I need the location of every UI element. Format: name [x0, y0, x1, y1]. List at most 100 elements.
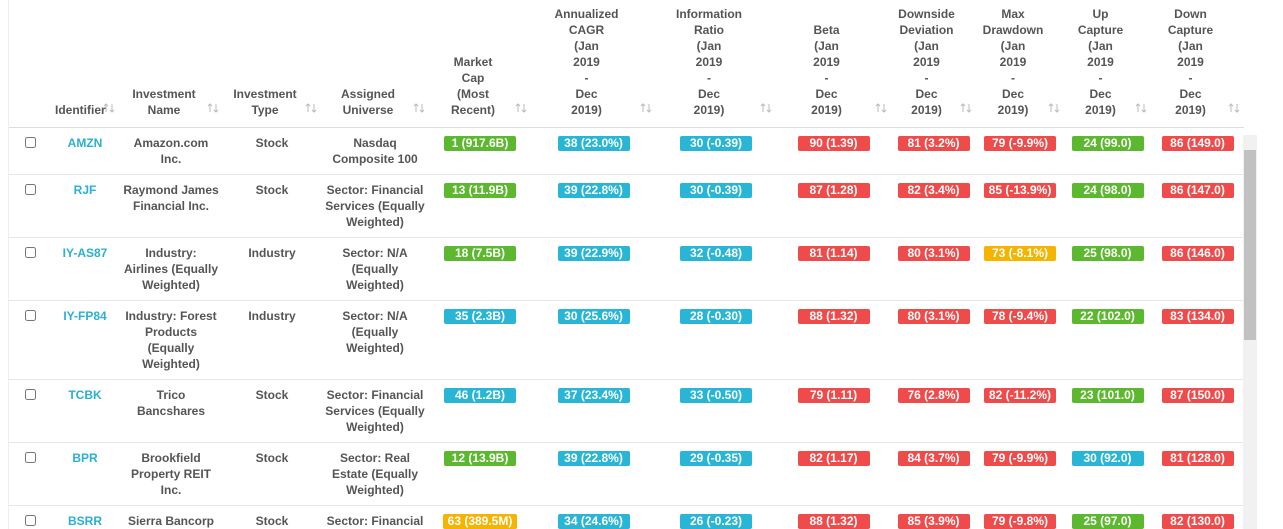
column-header[interactable]: Down Capture (Jan 2019 - Dec 2019) — [1151, 0, 1244, 128]
investment-type: Industry — [223, 237, 321, 301]
sort-button[interactable] — [960, 101, 972, 117]
column-header[interactable]: Max Drawdown (Jan 2019 - Dec 2019) — [976, 0, 1064, 128]
score-badge: 39 (22.9%) — [557, 246, 630, 261]
identifier-link[interactable]: IY-AS87 — [51, 237, 119, 301]
score-cell: 63 (389.5M) — [429, 505, 531, 529]
score-cell: 88 (1.32) — [776, 505, 891, 529]
score-cell: 73 (-8.1%) — [976, 237, 1064, 301]
table-row: IY-FP84 Industry: Forest Products (Equall… — [9, 300, 1244, 380]
sort-button[interactable] — [515, 101, 527, 117]
score-cell: 82 (3.4%) — [891, 174, 976, 238]
score-cell: 35 (2.3B) — [429, 300, 531, 380]
sort-icon[interactable] — [413, 103, 425, 113]
row-checkbox[interactable] — [24, 310, 36, 321]
score-badge: 73 (-8.1%) — [984, 246, 1056, 261]
score-cell: 85 (-13.9%) — [976, 174, 1064, 238]
identifier-link[interactable]: AMZN — [51, 127, 119, 175]
score-cell: 82 (130.0) — [1151, 505, 1244, 529]
score-cell: 33 (-0.50) — [656, 379, 776, 443]
header-line: Dec — [915, 87, 938, 101]
sort-button[interactable] — [1135, 101, 1147, 117]
header-line: - — [1098, 71, 1103, 85]
investment-name: Amazon.com Inc. — [119, 127, 223, 175]
sort-button[interactable] — [640, 101, 652, 117]
column-header[interactable]: Annualized CAGR (Jan 2019 - Dec 2019) — [531, 0, 656, 128]
row-checkbox[interactable] — [24, 247, 36, 258]
score-badge: 38 (23.0%) — [557, 136, 630, 151]
sort-button[interactable] — [207, 101, 219, 117]
header-line: Cap — [461, 71, 485, 85]
score-badge: 82 (1.17) — [797, 451, 870, 466]
score-cell: 32 (-0.48) — [656, 237, 776, 301]
header-line: Ratio — [694, 23, 724, 37]
sort-button[interactable] — [760, 101, 772, 117]
identifier-link[interactable]: BPR — [51, 442, 119, 506]
header-line: Dec — [1001, 87, 1024, 101]
identifier-link[interactable]: IY-FP84 — [51, 300, 119, 380]
header-line: Dec — [815, 87, 838, 101]
header-line: 2019 — [999, 55, 1027, 69]
sort-icon[interactable] — [960, 103, 972, 113]
sort-icon[interactable] — [875, 103, 887, 113]
sort-icon[interactable] — [640, 103, 652, 113]
header-line: Dec — [1089, 87, 1112, 101]
select-header — [9, 0, 51, 128]
column-header[interactable]: Up Capture (Jan 2019 - Dec 2019) — [1064, 0, 1151, 128]
scrollbar-thumb[interactable] — [1244, 150, 1256, 340]
table-row: IY-AS87 Industry: Airlines (Equally Weigh… — [9, 237, 1244, 301]
investment-name: Trico Bancshares — [119, 379, 223, 443]
header-line: Investment — [132, 87, 196, 101]
table-container: Identifier Investment Name Investment Type As… — [8, 0, 1244, 529]
score-badge: 88 (1.32) — [797, 309, 870, 324]
sort-icon[interactable] — [207, 103, 219, 113]
score-cell: 84 (3.7%) — [891, 442, 976, 506]
column-header[interactable]: Beta (Jan 2019 - Dec 2019) — [776, 0, 891, 128]
sort-button[interactable] — [1228, 101, 1240, 117]
sort-button[interactable] — [305, 101, 317, 117]
sort-icon[interactable] — [103, 103, 115, 113]
sort-button[interactable] — [413, 101, 425, 117]
sort-icon[interactable] — [1048, 103, 1060, 113]
sort-icon[interactable] — [305, 103, 317, 113]
scrollbar[interactable] — [1243, 135, 1257, 529]
score-badge: 35 (2.3B) — [444, 309, 516, 324]
header-line: Type — [251, 103, 279, 117]
sort-icon[interactable] — [1228, 103, 1240, 113]
investment-name: Industry: Forest Products (Equally Weigh… — [119, 300, 223, 380]
sort-button[interactable] — [103, 101, 115, 117]
sort-icon[interactable] — [760, 103, 772, 113]
score-cell: 39 (22.9%) — [531, 237, 656, 301]
table-row: RJF Raymond James Financial Inc. Stock Sect… — [9, 174, 1244, 238]
column-header[interactable]: Identifier — [51, 0, 119, 128]
score-badge: 78 (-9.4%) — [984, 309, 1056, 324]
identifier-link[interactable]: BSRR — [51, 505, 119, 529]
column-header[interactable]: Downside Deviation (Jan 2019 - Dec 2019) — [891, 0, 976, 128]
score-badge: 82 (130.0) — [1161, 514, 1234, 529]
column-header[interactable]: Investment Name — [119, 0, 223, 128]
column-header[interactable]: Assigned Universe — [321, 0, 429, 128]
sort-button[interactable] — [875, 101, 887, 117]
column-header[interactable]: Market Cap (Most Recent) — [429, 0, 531, 128]
column-header[interactable]: Investment Type — [223, 0, 321, 128]
row-checkbox[interactable] — [24, 389, 36, 400]
identifier-link[interactable]: TCBK — [51, 379, 119, 443]
identifier-link[interactable]: RJF — [51, 174, 119, 238]
sort-button[interactable] — [1048, 101, 1060, 117]
score-cell: 46 (1.2B) — [429, 379, 531, 443]
row-checkbox[interactable] — [24, 452, 36, 463]
score-cell: 24 (99.0) — [1064, 127, 1151, 175]
header-line: 2019 — [913, 55, 940, 69]
score-cell: 29 (-0.35) — [656, 442, 776, 506]
select-cell — [9, 442, 51, 506]
sort-icon[interactable] — [1135, 103, 1147, 113]
row-checkbox[interactable] — [24, 515, 36, 526]
row-checkbox[interactable] — [24, 137, 36, 148]
row-checkbox[interactable] — [24, 184, 36, 195]
sort-icon[interactable] — [515, 103, 527, 113]
score-badge: 86 (147.0) — [1161, 183, 1234, 198]
score-cell: 24 (98.0) — [1064, 174, 1151, 238]
column-header[interactable]: Information Ratio (Jan 2019 - Dec 2019) — [656, 0, 776, 128]
investment-type: Stock — [223, 127, 321, 175]
header-line: Dec — [1179, 87, 1202, 101]
